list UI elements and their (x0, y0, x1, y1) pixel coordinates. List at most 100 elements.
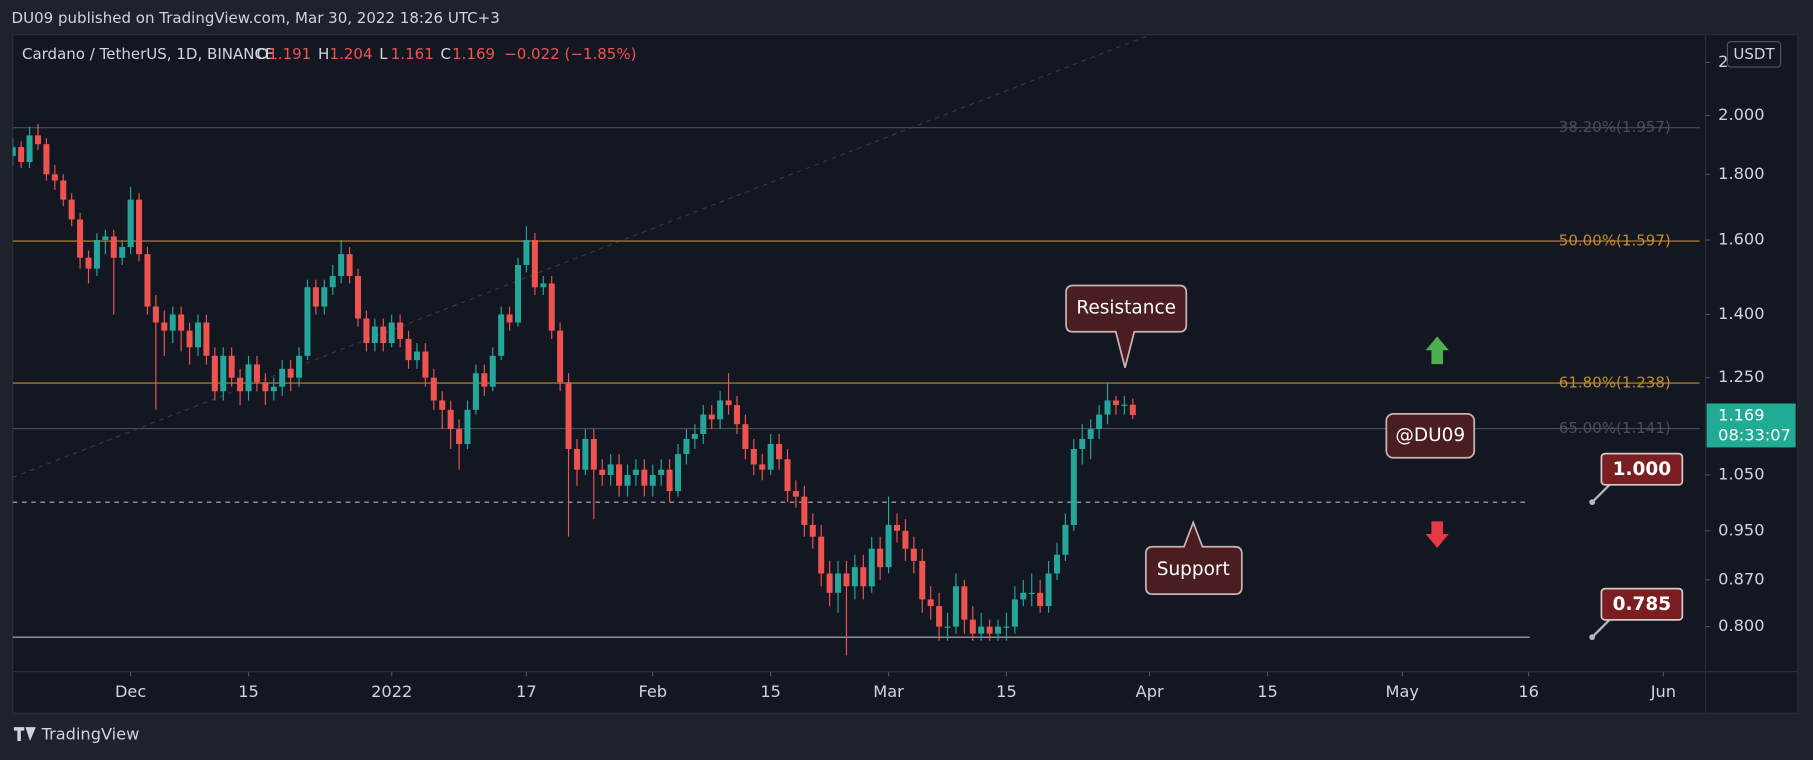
published-note: DU09 published on TradingView.com, Mar 3… (12, 9, 500, 27)
candle-body (801, 496, 808, 525)
resistance-label: Resistance (1076, 298, 1176, 319)
resistance-callout: Resistance (1065, 284, 1188, 368)
candle-body (1096, 414, 1103, 430)
candle-body (607, 464, 614, 475)
level-label: 0.785 (1613, 594, 1671, 615)
candle-body (902, 530, 909, 549)
candle-body (413, 351, 420, 361)
candle-body (1079, 438, 1086, 449)
candle-body (237, 377, 244, 392)
candle-body (178, 314, 185, 331)
candle-body (329, 275, 336, 288)
candle-body (380, 326, 387, 344)
author-label: @DU09 (1395, 425, 1465, 446)
ohlc-prefix: O (257, 45, 269, 63)
candle-body (489, 355, 496, 387)
candle-body (338, 254, 345, 276)
candle-body (767, 443, 774, 470)
candle-body (986, 626, 993, 634)
x-tick-label: Apr (1136, 682, 1164, 701)
ohlc-value: 1.169 (452, 45, 495, 63)
candle-body (161, 322, 168, 331)
candle-body (868, 548, 875, 587)
candle-body (1104, 400, 1111, 415)
candle-body (1028, 592, 1035, 594)
candle-body (961, 586, 968, 620)
symbol-title: Cardano / TetherUS, 1D, BINANCE (22, 45, 275, 63)
candle-body (540, 283, 547, 288)
candle-body (1121, 404, 1128, 406)
candle-body (498, 314, 505, 356)
candle-body (136, 199, 143, 255)
candle-body (312, 287, 319, 307)
y-tick-label: 1.400 (1718, 304, 1764, 323)
candle-body (211, 355, 218, 392)
level-box (1600, 587, 1684, 621)
candle-body (809, 524, 816, 537)
support-callout: Support (1144, 520, 1243, 596)
up-arrow (1425, 336, 1449, 365)
candle-body (456, 429, 463, 444)
candle-body (683, 438, 690, 455)
candle-body (228, 355, 235, 378)
x-tick-label: Dec (115, 682, 146, 701)
ohlc-prefix: H (318, 45, 329, 63)
ohlc-prefix: C (441, 45, 452, 63)
candle-body (885, 524, 892, 568)
candle-body (26, 135, 33, 163)
candle-body (700, 414, 707, 434)
callout-box (1385, 412, 1476, 459)
candle-body (616, 464, 623, 486)
candle-body (110, 236, 117, 258)
candle-body (186, 330, 193, 348)
candle-body (169, 314, 176, 331)
candle-body (1070, 448, 1077, 525)
candle-body (253, 364, 260, 383)
candle-body (995, 626, 1002, 634)
candle-body (296, 355, 303, 378)
candle-body (818, 536, 825, 574)
candle-body (447, 409, 454, 430)
candle-body (582, 438, 589, 470)
axes: 0.800 0.870 0.950 1.050 1.250 1.400 1.600 1.800… (115, 52, 1796, 701)
ohlc-value: 1.191 (268, 45, 311, 63)
candle-body (877, 548, 884, 568)
candle-body (68, 199, 75, 220)
candle-body (565, 382, 572, 449)
candle-body (784, 459, 791, 492)
candle-body (632, 469, 639, 475)
level-label: 1.000 (1613, 459, 1671, 480)
candle-body (346, 254, 353, 276)
x-tick-label: 2022 (371, 682, 412, 701)
currency-badge (1726, 41, 1782, 68)
candle-body (270, 386, 277, 392)
fib-label: 50.00%(1.597) (1559, 232, 1671, 250)
candle-body (515, 264, 522, 323)
candle-body (658, 469, 665, 475)
ohlc-value: 1.204 (330, 45, 373, 63)
level-callout (1591, 483, 1611, 503)
author-callout: @DU09 (1385, 412, 1476, 459)
candle-body (893, 524, 900, 531)
callout-box (1144, 520, 1243, 596)
candle-body (641, 469, 648, 486)
candle-body (936, 606, 943, 627)
candle-body (354, 275, 362, 319)
candle-body (34, 135, 41, 145)
candle-body (430, 377, 437, 401)
candle-body (85, 257, 92, 269)
candle-body (506, 314, 513, 323)
candle-body (481, 373, 488, 387)
y-tick-label: 1.800 (1718, 164, 1764, 183)
candles (12, 123, 1136, 656)
level-anchor (1589, 499, 1596, 506)
candle-body (102, 236, 109, 241)
candle-body (43, 144, 50, 175)
candle-body (590, 438, 597, 470)
ohlc-prefix: L (379, 45, 388, 63)
candle-body (203, 322, 210, 356)
y-tick-label: 1.050 (1718, 464, 1764, 483)
candle-body (691, 433, 698, 439)
candle-body (649, 474, 656, 486)
